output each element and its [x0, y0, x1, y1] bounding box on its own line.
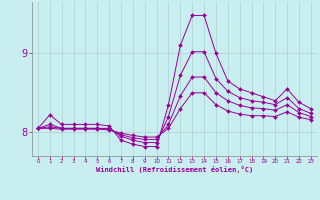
X-axis label: Windchill (Refroidissement éolien,°C): Windchill (Refroidissement éolien,°C)	[96, 166, 253, 173]
